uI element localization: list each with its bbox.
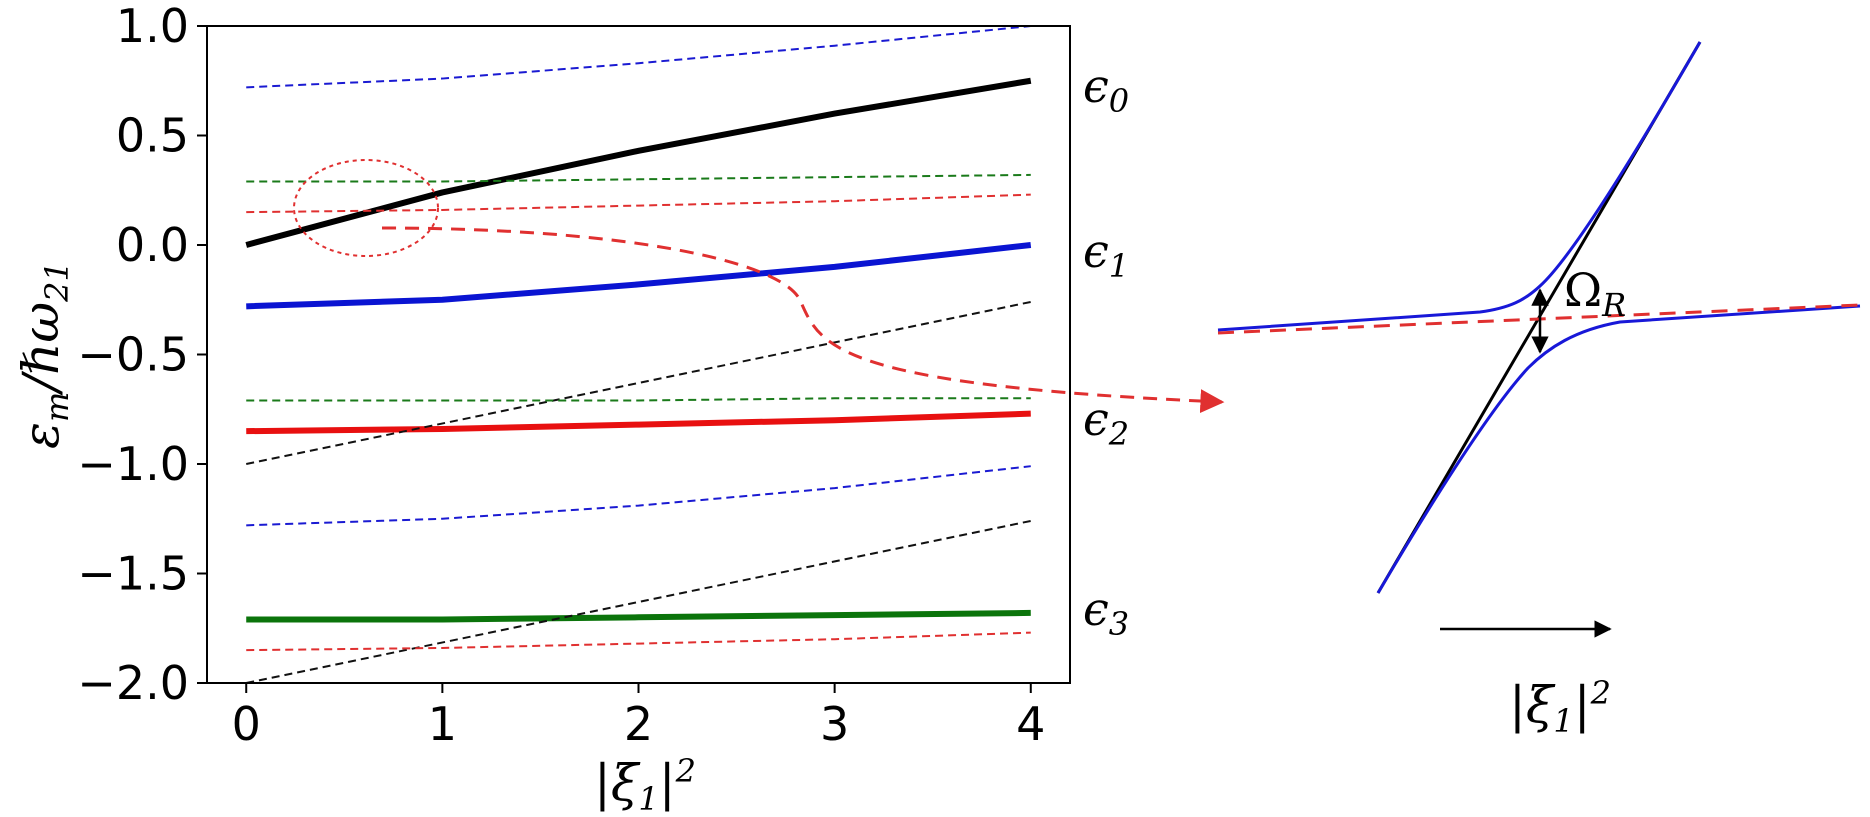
y-tick-label-2: 0.0 (116, 218, 189, 272)
series-line-8 (246, 397, 1031, 402)
y-tick-label-3: −0.5 (77, 328, 189, 382)
x-tick-label-1: 1 (428, 697, 457, 751)
level-label-1: ϵ1 (1083, 224, 1129, 285)
y-ticks: 1.0 0.5 0.0 −0.5 −1.0 −1.5 −2.0 (77, 0, 207, 710)
series-line-6 (246, 193, 1031, 214)
series-line-10 (246, 519, 1031, 684)
series-line-2 (246, 410, 1031, 435)
y-tick-label-0: 1.0 (116, 0, 189, 53)
series-layer (245, 25, 1032, 684)
y-tick-label-4: −1.0 (77, 437, 189, 491)
inset-gap-label: ΩR (1564, 263, 1626, 324)
series-line-0 (245, 77, 1032, 248)
inset-x-label: |ξ1|2 (1509, 674, 1611, 740)
level-label-0: ϵ0 (1083, 59, 1129, 120)
level-label-2: ϵ2 (1083, 392, 1129, 453)
series-line-11 (246, 631, 1031, 652)
series-line-1 (246, 242, 1032, 310)
plot-frame (206, 25, 1071, 684)
series-line-5 (246, 173, 1031, 183)
y-tick-label-6: −2.0 (77, 656, 189, 710)
x-tick-label-2: 2 (624, 697, 653, 751)
x-ticks: 0 1 2 3 4 (232, 683, 1045, 751)
series-line-3 (246, 609, 1031, 623)
inset-upper-branch (1217, 41, 1702, 332)
y-axis-label: εm/ℏω21 (12, 261, 76, 449)
x-tick-label-4: 4 (1016, 697, 1045, 751)
series-line-7 (246, 300, 1031, 465)
inset-anticrossing: ΩR |ξ1|2 (1217, 41, 1861, 740)
x-tick-label-0: 0 (232, 697, 261, 751)
y-tick-label-5: −1.5 (77, 547, 189, 601)
x-axis-label: |ξ1|2 (594, 752, 696, 817)
zoom-ellipse (293, 159, 439, 257)
level-label-3: ϵ3 (1083, 582, 1129, 643)
series-line-9 (246, 465, 1031, 527)
y-tick-label-1: 0.5 (116, 109, 189, 163)
x-tick-label-3: 3 (820, 697, 849, 751)
inset-lower-branch (1376, 304, 1861, 594)
series-line-4 (246, 25, 1031, 89)
